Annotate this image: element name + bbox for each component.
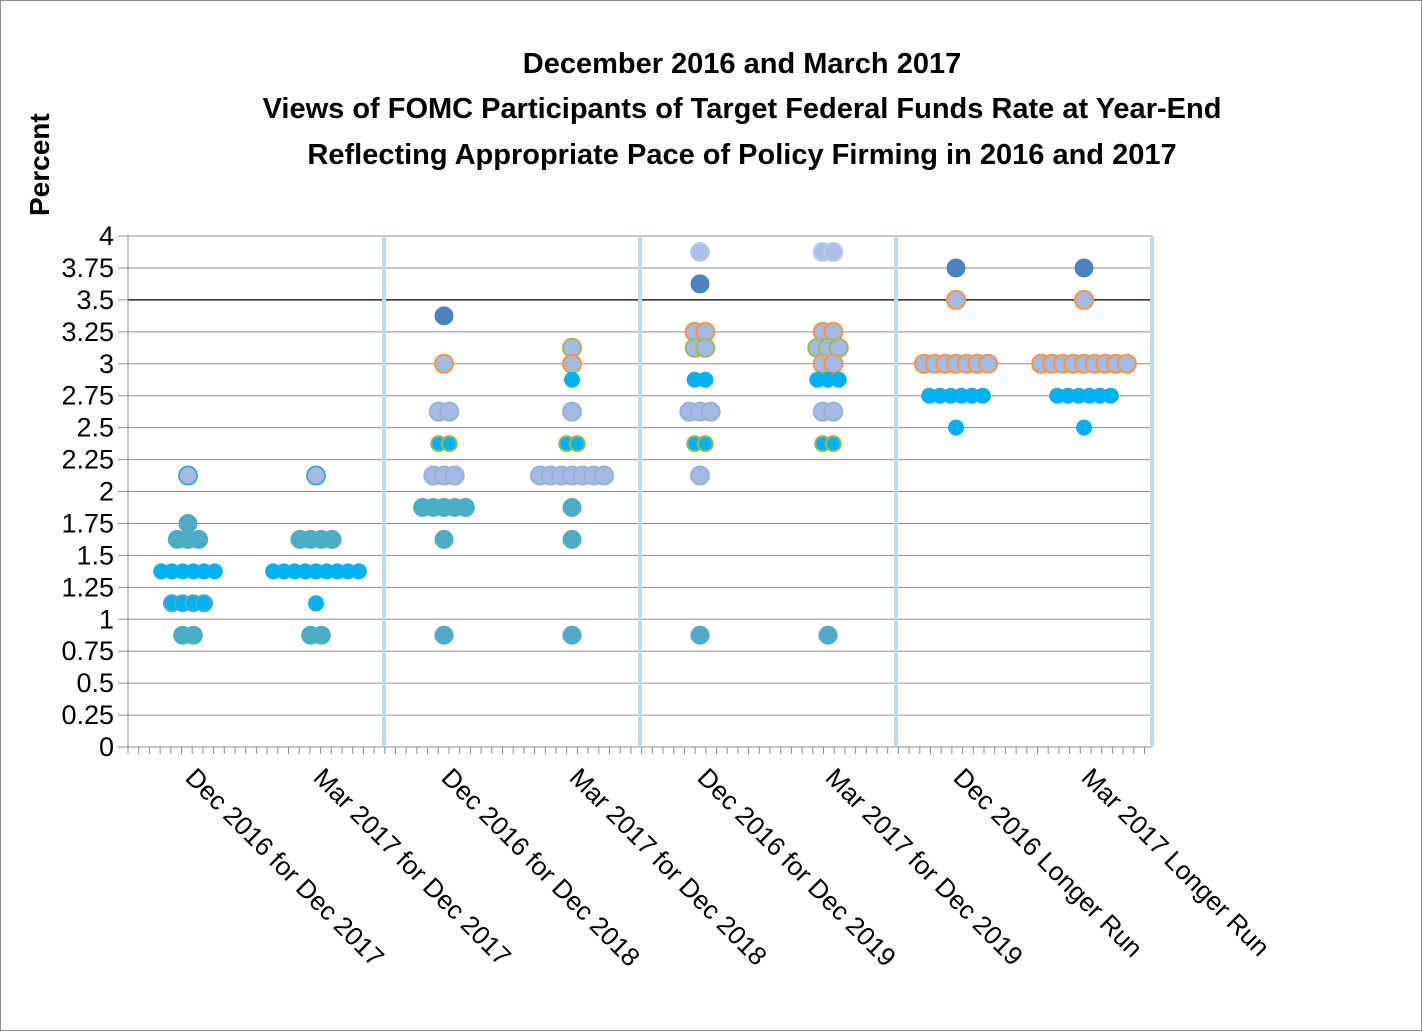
y-tick-label: 1.25 <box>61 572 114 602</box>
data-dot <box>594 465 615 486</box>
data-dot <box>195 594 214 613</box>
data-dot <box>690 465 710 486</box>
data-dot <box>830 371 847 388</box>
data-dot <box>350 563 367 580</box>
data-dot <box>562 625 582 645</box>
chart-title-line-3: Reflecting Appropriate Pace of Policy Fi… <box>307 139 1177 171</box>
data-dot <box>434 529 454 549</box>
y-tick-label: 3 <box>99 349 114 379</box>
y-tick-label: 0.25 <box>61 700 114 730</box>
y-tick-label: 2.75 <box>61 381 114 411</box>
y-tick-label: 0.5 <box>76 668 114 698</box>
data-dot <box>455 497 475 517</box>
y-tick-label: 1.75 <box>61 508 114 538</box>
y-tick-label: 2.25 <box>61 445 114 475</box>
data-dot <box>824 435 842 453</box>
data-dot <box>434 353 454 374</box>
data-dot <box>1102 387 1119 404</box>
data-dot <box>562 529 582 549</box>
data-dot <box>306 465 326 486</box>
y-tick-label: 0.75 <box>61 636 114 666</box>
y-tick-label: 3.75 <box>61 253 114 283</box>
data-dot <box>978 353 999 374</box>
data-dot <box>946 258 966 278</box>
y-tick-label: 2.5 <box>76 413 114 443</box>
data-dot <box>690 241 710 262</box>
data-dot <box>690 274 710 294</box>
data-dot <box>206 563 223 580</box>
data-dot <box>823 353 844 374</box>
data-dot <box>696 435 714 453</box>
data-dot <box>974 387 991 404</box>
data-dot <box>690 625 710 645</box>
data-dot <box>1074 258 1094 278</box>
data-dot <box>700 401 721 422</box>
data-dot <box>946 289 966 310</box>
data-dot <box>823 401 844 422</box>
data-dot <box>311 625 331 645</box>
data-dot <box>434 625 454 645</box>
y-tick-label: 3.5 <box>76 285 114 315</box>
data-dot <box>695 337 716 358</box>
data-dot <box>1116 353 1137 374</box>
y-tick-label: 3.25 <box>61 317 114 347</box>
data-dot <box>562 353 582 374</box>
data-dot <box>1076 419 1092 436</box>
data-dot <box>189 529 209 549</box>
y-tick-label: 0 <box>99 732 114 762</box>
y-tick-label: 2 <box>99 477 114 507</box>
data-dot <box>440 435 458 453</box>
chart-title-line-1: December 2016 and March 2017 <box>522 48 962 80</box>
y-tick-label: 1 <box>99 604 114 634</box>
y-tick-label: 1.5 <box>76 540 114 570</box>
data-dot <box>948 419 964 436</box>
data-dot <box>562 401 582 422</box>
data-dot <box>697 371 714 388</box>
data-dot <box>1074 289 1094 310</box>
data-dot <box>818 625 838 645</box>
data-dot <box>564 371 580 388</box>
data-dot <box>308 595 324 612</box>
data-dot <box>823 241 844 262</box>
data-dot <box>178 465 198 486</box>
data-dot <box>322 529 342 549</box>
y-tick-label: 4 <box>99 221 114 251</box>
chart-title-line-2: Views of FOMC Participants of Target Fed… <box>262 93 1222 125</box>
data-dot <box>562 497 582 517</box>
data-dot <box>183 625 203 645</box>
data-dot <box>568 435 586 453</box>
data-dot <box>444 465 465 486</box>
data-dot <box>439 401 460 422</box>
data-dot <box>434 306 454 326</box>
data-dot <box>178 513 198 533</box>
